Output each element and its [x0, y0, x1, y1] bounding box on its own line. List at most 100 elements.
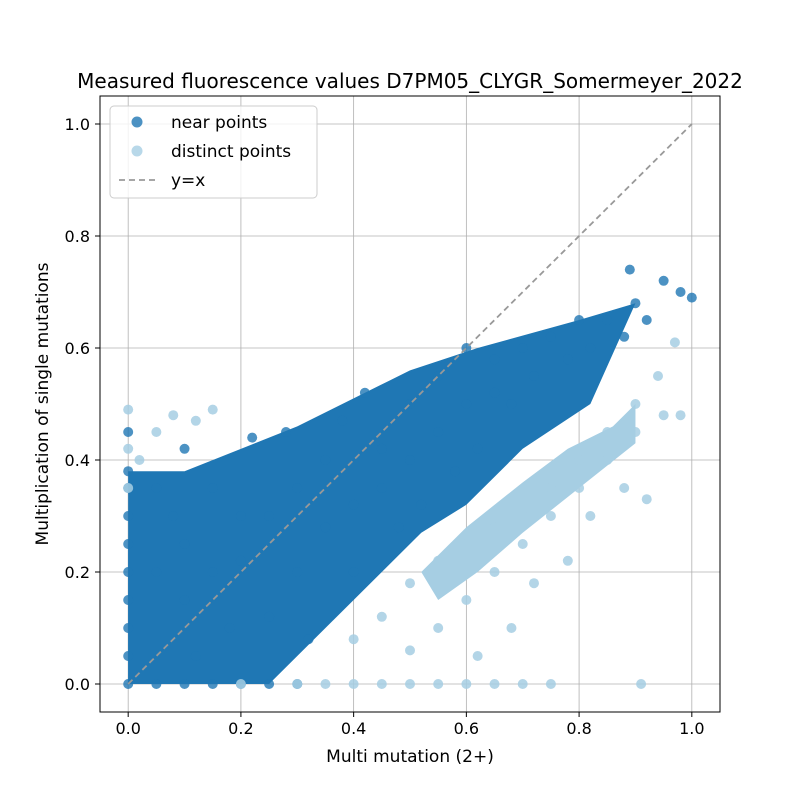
distinct-point: [461, 595, 472, 605]
y-tick-label: 1.0: [65, 115, 90, 134]
distinct-point: [134, 455, 145, 465]
distinct-point: [235, 679, 246, 689]
near-point: [602, 315, 613, 325]
near-point: [151, 483, 162, 493]
near-point: [179, 539, 190, 549]
x-tick-label: 0.6: [454, 719, 479, 738]
near-point: [337, 415, 348, 426]
distinct-point: [545, 483, 556, 493]
distinct-point: [636, 679, 647, 689]
distinct-point: [653, 371, 663, 381]
near-point: [376, 443, 387, 454]
distinct-point: [461, 679, 472, 689]
x-tick-label: 0.4: [341, 719, 366, 738]
near-point: [545, 331, 556, 342]
x-tick-label: 0.2: [228, 719, 253, 738]
distinct-points-dense-region: [421, 404, 636, 600]
distinct-point: [517, 679, 528, 689]
near-point: [517, 343, 528, 353]
near-point: [292, 483, 303, 493]
y-axis-label: Multiplication of single mutations: [33, 262, 53, 545]
near-point: [433, 427, 444, 437]
distinct-point: [630, 427, 641, 437]
distinct-point: [517, 511, 528, 521]
distinct-point: [585, 511, 596, 521]
x-tick-label: 0.8: [566, 719, 591, 738]
y-tick-label: 0.6: [65, 339, 90, 358]
legend-distinct-label: distinct points: [171, 142, 291, 162]
near-point: [123, 427, 134, 437]
distinct-point: [669, 337, 680, 348]
distinct-point: [376, 679, 387, 689]
distinct-point: [433, 555, 444, 566]
distinct-point: [461, 539, 472, 549]
y-axis-ticks: 0.0 0.2 0.4 0.6 0.8 1.0: [65, 115, 100, 694]
distinct-point: [619, 483, 630, 493]
distinct-point: [168, 410, 179, 421]
legend-near-marker: [131, 116, 143, 128]
distinct-point: [190, 415, 201, 426]
y-tick-label: 0.8: [65, 227, 90, 246]
distinct-point: [320, 679, 331, 689]
near-point: [450, 466, 461, 477]
near-point: [489, 354, 500, 365]
near-point: [235, 511, 246, 521]
distinct-point: [574, 455, 585, 465]
near-point: [320, 455, 331, 465]
near-point: [630, 298, 641, 309]
distinct-point: [433, 623, 444, 633]
near-point: [348, 567, 359, 577]
near-point: [207, 567, 218, 577]
distinct-point: [489, 567, 500, 577]
distinct-point: [602, 455, 613, 465]
legend-line-label: y=x: [171, 171, 205, 191]
legend-box: [109, 105, 318, 199]
near-point: [506, 399, 517, 409]
near-points-dense-region: [128, 303, 636, 684]
distinct-point: [489, 522, 500, 533]
legend-distinct-marker: [131, 145, 143, 157]
near-point: [123, 466, 134, 477]
distinct-point: [472, 651, 483, 661]
near-point: [585, 343, 596, 353]
distinct-point: [405, 645, 415, 656]
distinct-point: [529, 578, 539, 589]
near-points-layer: [123, 264, 697, 689]
near-point: [489, 387, 500, 398]
x-tick-label: 1.0: [679, 719, 704, 738]
near-point: [461, 399, 472, 409]
chart-title: Measured fluorescence values D7PM05_CLYG…: [77, 69, 743, 93]
near-point: [123, 539, 134, 549]
y-equals-x-line: [127, 123, 693, 685]
near-point: [529, 371, 539, 381]
distinct-point: [630, 399, 641, 409]
near-point: [247, 432, 258, 443]
x-axis-label: Multi mutation (2+): [326, 747, 494, 767]
near-point: [624, 264, 635, 275]
near-point: [264, 511, 275, 521]
distinct-point: [517, 539, 528, 549]
near-point: [264, 679, 275, 689]
distinct-points-layer: [123, 337, 686, 689]
distinct-point: [433, 679, 444, 689]
near-point: [675, 287, 686, 297]
near-point: [658, 275, 669, 286]
near-point: [619, 331, 630, 342]
near-point: [348, 499, 359, 510]
near-point: [190, 651, 201, 661]
y-tick-label: 0.4: [65, 451, 90, 470]
near-point: [168, 511, 179, 521]
near-point: [151, 679, 162, 689]
distinct-point: [641, 494, 652, 505]
near-point: [281, 427, 291, 437]
near-point: [574, 315, 585, 325]
near-point: [151, 567, 162, 577]
near-point: [359, 387, 370, 398]
near-point: [416, 499, 427, 510]
near-point: [405, 455, 415, 465]
near-point: [123, 623, 134, 633]
distinct-point: [675, 410, 686, 421]
near-point: [235, 555, 246, 566]
distinct-point: [376, 611, 387, 622]
